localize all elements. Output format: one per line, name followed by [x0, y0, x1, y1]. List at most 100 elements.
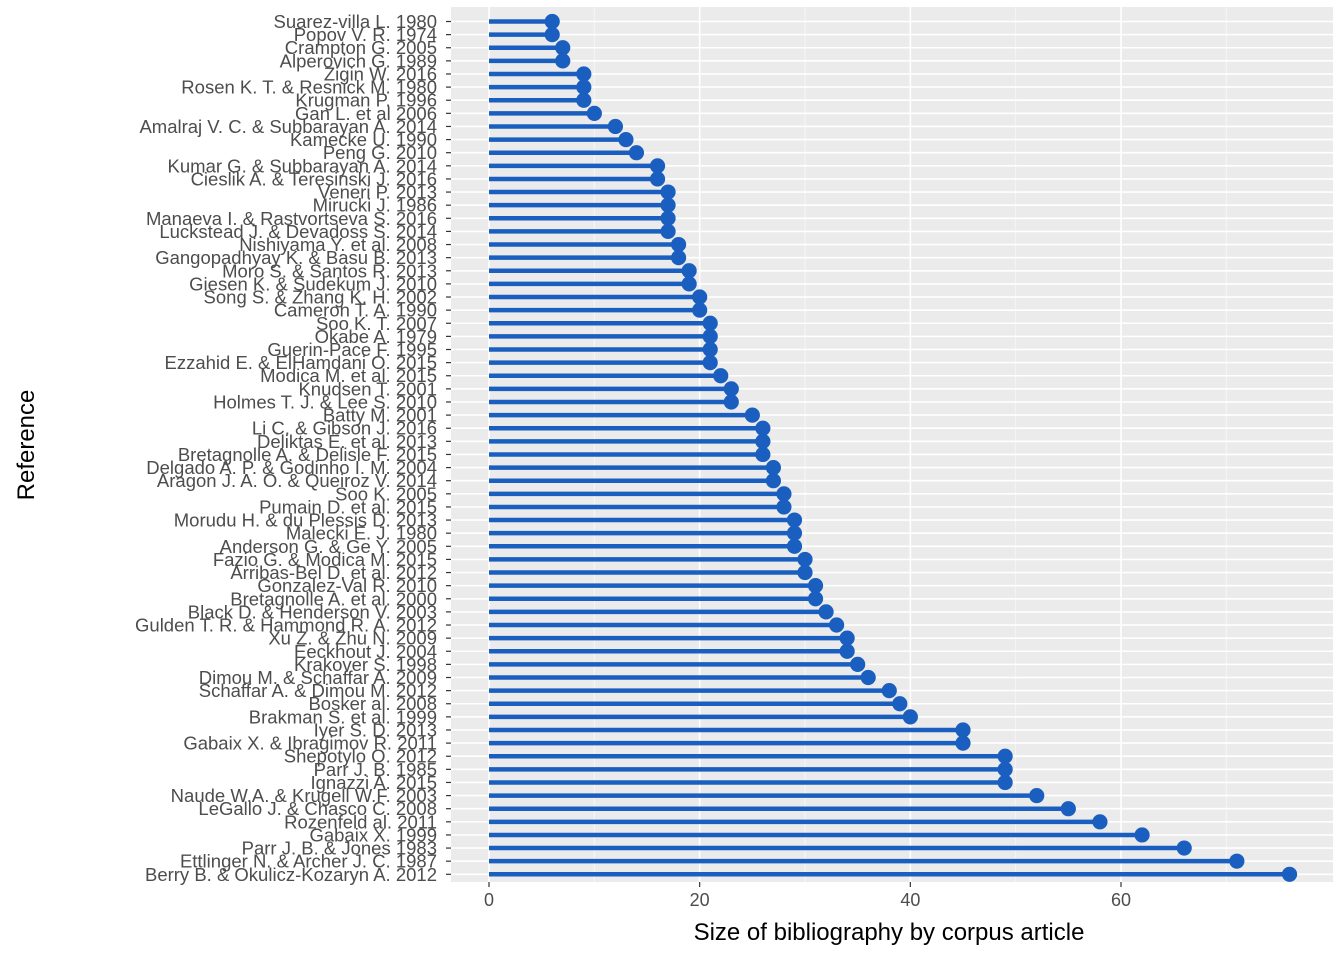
y-tick-label: Nishiyama Y. et al. 2008: [239, 234, 437, 255]
lollipop-point: [555, 40, 571, 56]
lollipop-point: [702, 328, 718, 344]
y-tick-label: Kamecke U. 1990: [290, 129, 437, 150]
lollipop-point: [786, 512, 803, 528]
y-tick-label: Gan L. et al 2006: [295, 103, 437, 124]
lollipop-point: [660, 223, 676, 240]
y-tick-label: Dimou M. & Schaffar A. 2009: [199, 667, 437, 688]
lollipop-point: [997, 774, 1013, 791]
lollipop-point: [755, 420, 771, 436]
lollipop-point: [902, 709, 918, 725]
lollipop-point: [660, 184, 676, 200]
y-tick-label: Gabaix X. 1999: [309, 824, 437, 845]
y-tick-label: Gabaix X. & Ibragimov R. 2011: [183, 733, 437, 754]
y-tick-label: Okabe A. 1979: [315, 326, 437, 347]
y-tick-label: Cieslik A. & Teresinski J. 2016: [191, 168, 437, 189]
lollipop-point: [860, 669, 876, 686]
lollipop-point: [818, 604, 834, 620]
lollipop-point: [807, 578, 824, 594]
x-tick-label: 0: [484, 890, 494, 910]
lollipop-point: [1176, 840, 1192, 856]
lollipop-point: [607, 118, 624, 135]
y-tick-label: Malecki E. J. 1980: [286, 523, 437, 544]
x-tick-label: 20: [690, 890, 710, 910]
lollipop-point: [544, 13, 560, 30]
y-tick-label: Knudsen T. 2001: [298, 378, 437, 399]
lollipop-point: [649, 158, 666, 174]
y-tick-label: Peng G. 2010: [323, 142, 437, 163]
y-tick-label: Xu Z. & Zhu N. 2009: [268, 628, 437, 649]
y-tick-label: Suarez-villa L. 1980: [273, 11, 437, 32]
x-tick-label: 60: [1111, 890, 1131, 910]
y-tick-label: Gangopadhyay K. & Basu B. 2013: [155, 247, 437, 268]
lollipop-point: [660, 210, 676, 226]
y-tick-label: Popov V. R. 1974: [294, 24, 437, 45]
lollipop-point: [702, 355, 718, 371]
lollipop-point: [576, 79, 592, 95]
lollipop-point: [618, 131, 634, 148]
lollipop-point: [1281, 866, 1298, 882]
lollipop-point: [692, 289, 708, 305]
lollipop-point: [1092, 814, 1108, 830]
y-tick-label: Bosker al. 2008: [308, 693, 437, 714]
lollipop-point: [765, 459, 782, 476]
y-tick-label: Eeckhout J. 2004: [294, 641, 437, 662]
y-tick-label: Amalraj V. C. & Subbarayan A. 2014: [139, 116, 437, 137]
y-tick-label: Rozenfeld al. 2011: [284, 811, 437, 832]
y-tick-label: LeGallo J. & Chasco C. 2008: [198, 798, 437, 819]
y-tick-label: Giesen K. & Sudekum J. 2010: [189, 273, 437, 294]
lollipop-point: [1134, 827, 1150, 843]
lollipop-point: [681, 276, 697, 292]
lollipop-point: [955, 722, 971, 738]
lollipop-point: [702, 315, 718, 331]
y-tick-label: Mirucki J. 1986: [313, 195, 437, 216]
lollipop-point: [702, 341, 718, 358]
y-tick-label: Zigin W. 2016: [324, 63, 437, 84]
y-tick-label: Li C. & Gibson J. 2016: [252, 418, 437, 439]
lollipop-point: [776, 486, 792, 502]
lollipop-point: [997, 761, 1013, 777]
lollipop-point: [797, 564, 813, 581]
y-tick-label: Anderson G. & Ge Y. 2005: [220, 536, 437, 557]
lollipop-point: [839, 630, 855, 646]
lollipop-point: [1029, 787, 1045, 804]
y-tick-label: Naude W.A. & Krugell W.F. 2003: [171, 785, 437, 806]
lollipop-point: [1060, 801, 1076, 817]
lollipop-point: [997, 748, 1013, 764]
lollipop-point: [723, 394, 739, 410]
lollipop-point: [850, 656, 866, 672]
y-tick-label: Soo K. 2005: [335, 483, 437, 504]
lollipop-point: [786, 525, 803, 541]
y-tick-label: Iyer S. D. 2013: [314, 719, 437, 740]
y-axis-title: Reference: [13, 390, 40, 501]
y-tick-label: Aragon J. A. O. & Queiroz V. 2014: [157, 470, 437, 491]
x-axis-title: Size of bibliography by corpus article: [694, 919, 1085, 946]
y-tick-label: Ignazzi A. 2015: [310, 772, 437, 793]
y-tick-label: Shepotylo O. 2012: [284, 746, 437, 767]
y-tick-label: Krugman P. 1996: [295, 90, 437, 111]
y-tick-label: Modica M. et al. 2015: [260, 365, 437, 386]
x-axis: 0 20 40 60: [484, 882, 1131, 910]
lollipop-point: [955, 735, 971, 751]
y-tick-label: Arribas-Bel D. et al. 2012: [230, 562, 437, 583]
y-tick-label: Veneri P. 2013: [318, 182, 437, 203]
lollipop-point: [713, 368, 729, 384]
lollipop-point: [544, 27, 560, 43]
lollipop-point: [649, 171, 666, 187]
y-tick-label: Ettlinger N. & Archer J. C. 1987: [180, 851, 437, 872]
lollipop-point: [776, 499, 792, 515]
x-tick-label: 40: [900, 890, 920, 910]
y-tick-label: Holmes T. J. & Lee S. 2010: [213, 391, 437, 412]
lollipop-point: [755, 433, 771, 449]
y-tick-label: Delgado A. P. & Godinho I. M. 2004: [146, 457, 437, 478]
lollipop-point: [628, 145, 645, 161]
y-tick-label: Morudu H. & du Plessis D. 2013: [174, 510, 437, 531]
lollipop-point: [892, 696, 908, 712]
lollipop-point: [786, 538, 803, 554]
y-tick-label: Moro S. & Santos R. 2013: [222, 260, 437, 281]
y-tick-label: Song S. & Zhang K. H. 2002: [204, 287, 437, 308]
y-tick-label: Pumain D. et al. 2015: [259, 496, 437, 517]
y-tick-label: Guerin-Pace F. 1995: [267, 339, 437, 360]
y-tick-label: Brakman S. et al. 1999: [249, 706, 437, 727]
y-tick-label: Gulden T. R. & Hammond R. A. 2012: [135, 615, 437, 636]
